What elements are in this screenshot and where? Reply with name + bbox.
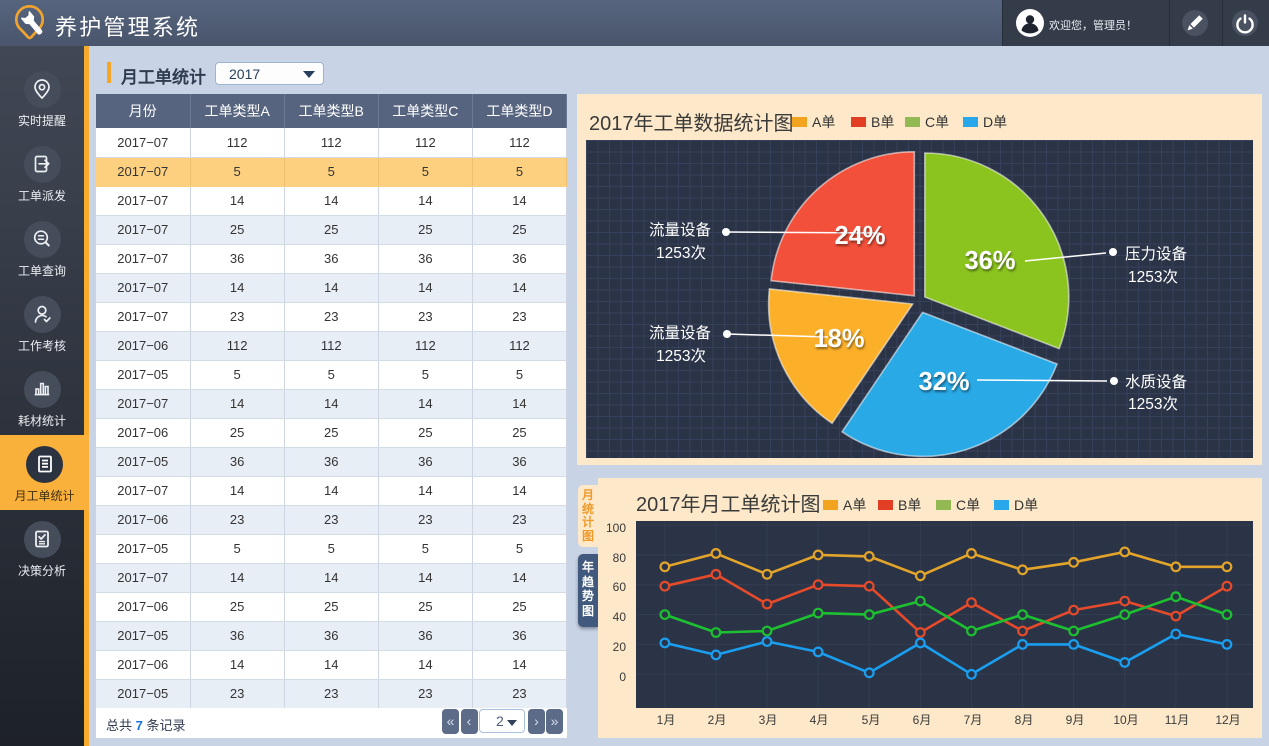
svg-text:1253次: 1253次 — [1128, 268, 1178, 286]
svg-text:18%: 18% — [813, 325, 864, 353]
svg-text:1253次: 1253次 — [656, 347, 706, 365]
svg-text:流量设备: 流量设备 — [649, 324, 712, 342]
svg-text:36%: 36% — [964, 247, 1015, 275]
svg-text:水质设备: 水质设备 — [1125, 373, 1188, 391]
svg-text:流量设备: 流量设备 — [649, 221, 712, 239]
svg-text:24%: 24% — [834, 222, 885, 250]
svg-text:压力设备: 压力设备 — [1125, 245, 1188, 263]
svg-text:1253次: 1253次 — [656, 244, 706, 262]
svg-text:1253次: 1253次 — [1128, 395, 1178, 413]
svg-text:32%: 32% — [918, 368, 969, 396]
